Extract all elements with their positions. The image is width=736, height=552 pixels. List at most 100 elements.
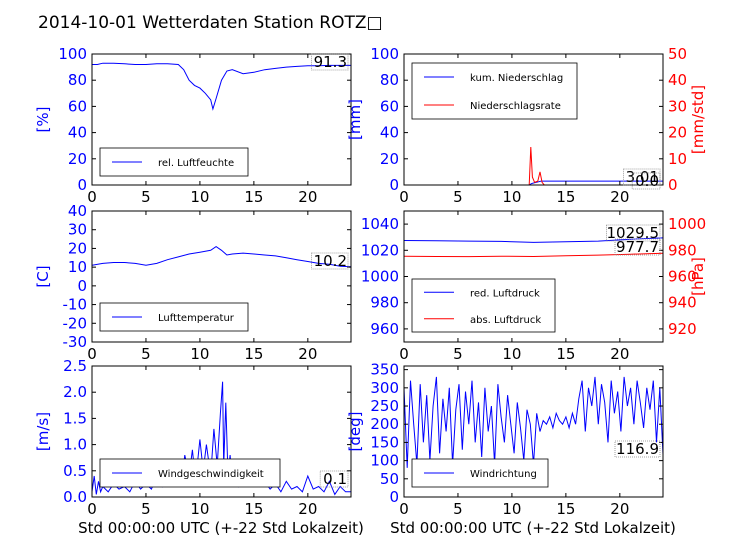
x-tick-label-humidity-0: 0: [87, 188, 97, 206]
y-tick-label-wind_direction-1: 50: [380, 470, 399, 488]
y-tick-label-pressure-4: 1040: [361, 215, 399, 233]
y-tick-label-pressure-1: 980: [370, 294, 399, 312]
y2-tick-label-precip-5: 50: [668, 45, 687, 63]
y-axis-label-wind_speed: [m/s]: [34, 412, 52, 451]
x-axis-label-left: Std 00:00:00 UTC (+-22 Std Lokalzeit): [78, 519, 364, 537]
legend-box-precip: [411, 62, 578, 120]
y-tick-label-pressure-3: 1020: [361, 241, 399, 259]
y-tick-label-pressure-0: 960: [370, 320, 399, 338]
y-axis-label-temperature: [C]: [34, 265, 52, 287]
series-line-pressure-0: [404, 237, 663, 243]
y-tick-label-temperature-5: 20: [68, 239, 87, 257]
y-tick-label-temperature-3: 0: [77, 277, 87, 295]
series-line-humidity-0: [92, 62, 351, 111]
y-tick-label-humidity-2: 40: [68, 124, 87, 142]
y-tick-label-pressure-2: 1000: [361, 268, 399, 286]
y-tick-label-wind_speed-0: 0.0: [63, 488, 87, 506]
y2-tick-label-precip-3: 30: [668, 97, 687, 115]
x-tick-label-wind_direction-0: 0: [399, 500, 409, 518]
plot-frame-humidity: [91, 53, 352, 186]
value-box-wind_direction-0: [614, 440, 661, 458]
x-tick-label-humidity-1: 5: [141, 188, 151, 206]
legend-label-wind_speed-0: Windgeschwindigkeit: [158, 469, 264, 480]
y-tick-label-wind_direction-3: 150: [370, 433, 399, 451]
x-tick-label-precip-1: 5: [453, 188, 463, 206]
y-tick-label-temperature-1: -20: [63, 314, 88, 332]
x-tick-label-pressure-2: 10: [502, 345, 521, 363]
y-tick-label-temperature-0: -30: [63, 333, 88, 351]
y2-tick-label-pressure-2: 960: [668, 268, 697, 286]
value-label-pressure-1: 977.7: [616, 238, 659, 256]
x-tick-label-precip-3: 15: [556, 188, 575, 206]
x-tick-label-temperature-2: 10: [190, 345, 209, 363]
x-tick-label-pressure-1: 5: [453, 345, 463, 363]
x-tick-label-humidity-2: 10: [190, 188, 209, 206]
plot-frame-precip: [403, 53, 664, 186]
value-box-temperature-0: [311, 252, 349, 270]
y-axis-label-humidity: [%]: [34, 107, 52, 133]
x-tick-label-wind_speed-1: 5: [141, 500, 151, 518]
y-tick-label-temperature-2: -10: [63, 296, 88, 314]
y-tick-label-temperature-4: 10: [68, 258, 87, 276]
value-box-humidity-0: [311, 53, 349, 71]
y2-tick-label-precip-2: 20: [668, 124, 687, 142]
legend-label-pressure-0: red. Luftdruck: [470, 288, 540, 299]
value-label-precip-1: 0.0: [635, 172, 659, 190]
x-tick-label-temperature-0: 0: [87, 345, 97, 363]
value-box-precip-0: [623, 168, 661, 186]
series-line-pressure-1: [404, 252, 663, 258]
x-tick-label-temperature-4: 20: [298, 345, 317, 363]
y-tick-label-precip-1: 20: [380, 150, 399, 168]
value-label-humidity-0: 91.3: [314, 53, 347, 71]
y-tick-label-wind_direction-7: 350: [370, 361, 399, 379]
series-line-precip-0: [404, 180, 663, 185]
x-tick-label-precip-0: 0: [399, 188, 409, 206]
x-tick-label-wind_speed-2: 10: [190, 500, 209, 518]
y-tick-label-humidity-4: 80: [68, 71, 87, 89]
series-line-temperature-0: [92, 245, 351, 268]
y2-tick-label-pressure-0: 920: [668, 320, 697, 338]
value-label-precip-0: 3.01: [626, 168, 659, 186]
y-tick-label-wind_direction-2: 100: [370, 452, 399, 470]
x-tick-label-pressure-4: 20: [610, 345, 629, 363]
y-tick-label-wind_speed-5: 2.5: [63, 357, 87, 375]
x-axis-label-right: Std 00:00:00 UTC (+-22 Std Lokalzeit): [390, 519, 676, 537]
plot-frame-wind_speed: [91, 365, 352, 498]
y2-axis-label-precip: [mm/std]: [689, 85, 707, 154]
legend-label-precip-1: Niederschlagsrate: [470, 101, 561, 112]
y2-tick-label-precip-4: 40: [668, 71, 687, 89]
y2-tick-label-precip-0: 0: [668, 176, 678, 194]
panel-pressure: 0 5 10 15 20 960 980 1000 1020 1040 920 940 960 980 10…: [361, 210, 707, 363]
y-tick-label-temperature-7: 40: [68, 202, 87, 220]
x-tick-label-wind_speed-3: 15: [244, 500, 263, 518]
y-tick-label-humidity-5: 100: [58, 45, 87, 63]
legend-label-pressure-1: abs. Luftdruck: [470, 315, 541, 326]
x-tick-label-temperature-1: 5: [141, 345, 151, 363]
y-tick-label-wind_direction-5: 250: [370, 397, 399, 415]
panel-temperature: 0 5 10 15 20-30-20-10010203040[C]Lufttempera…: [34, 202, 352, 363]
x-tick-label-pressure-0: 0: [399, 345, 409, 363]
value-label-temperature-0: 10.2: [314, 252, 347, 270]
y-tick-label-wind_speed-2: 1.0: [63, 436, 87, 454]
y-tick-label-wind_direction-4: 200: [370, 415, 399, 433]
y-tick-label-precip-4: 80: [380, 71, 399, 89]
plot-frame-wind_direction: [403, 365, 664, 498]
y-tick-label-wind_speed-3: 1.5: [63, 409, 87, 427]
y-tick-label-precip-0: 0: [389, 176, 399, 194]
x-tick-label-wind_direction-4: 20: [610, 500, 629, 518]
value-box-pressure-1: [614, 238, 661, 256]
y2-axis-label-pressure: [hPa]: [689, 257, 707, 296]
y2-tick-label-pressure-3: 980: [668, 241, 697, 259]
y-tick-label-precip-3: 60: [380, 97, 399, 115]
panel-humidity: 0 5 10 15 20 0 20 40 60 80 100 [%] rel. Luftfeuchte 9…: [34, 45, 352, 206]
value-label-wind_speed-0: 0.1: [323, 470, 347, 488]
x-tick-label-wind_speed-0: 0: [87, 500, 97, 518]
y-tick-label-humidity-0: 0: [77, 176, 87, 194]
y-tick-label-precip-2: 40: [380, 124, 399, 142]
legend-label-precip-0: kum. Niederschlag: [470, 73, 563, 84]
y2-tick-label-pressure-4: 1000: [668, 215, 706, 233]
series-line-precip-1: [404, 146, 663, 185]
value-box-pressure-0: [606, 224, 661, 242]
legend-label-wind_direction-0: Windrichtung: [470, 469, 537, 480]
